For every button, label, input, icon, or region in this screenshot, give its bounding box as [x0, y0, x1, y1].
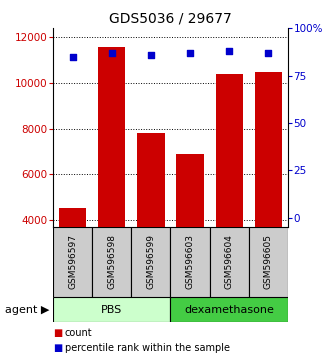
Bar	[210, 227, 249, 297]
Bar	[131, 227, 170, 297]
Text: PBS: PBS	[101, 305, 122, 315]
Point	[70, 54, 75, 59]
Title: GDS5036 / 29677: GDS5036 / 29677	[109, 12, 232, 26]
Bar	[176, 154, 204, 311]
Text: percentile rank within the sample: percentile rank within the sample	[65, 343, 229, 353]
Text: GSM596603: GSM596603	[186, 234, 195, 290]
Bar	[255, 72, 282, 311]
Text: dexamethasone: dexamethasone	[184, 305, 274, 315]
Bar	[170, 297, 288, 322]
Point	[226, 48, 232, 54]
Text: GSM596605: GSM596605	[264, 234, 273, 290]
Text: agent ▶: agent ▶	[5, 305, 50, 315]
Bar	[170, 227, 210, 297]
Bar	[92, 227, 131, 297]
Point	[109, 50, 114, 56]
Text: count: count	[65, 328, 92, 338]
Point	[187, 50, 193, 56]
Text: ■: ■	[53, 343, 62, 353]
Bar	[137, 133, 165, 311]
Text: GSM596604: GSM596604	[225, 234, 234, 290]
Bar	[53, 227, 92, 297]
Bar	[215, 74, 243, 311]
Text: ■: ■	[53, 328, 62, 338]
Bar	[59, 209, 86, 311]
Point	[266, 50, 271, 56]
Text: GSM596599: GSM596599	[146, 234, 155, 290]
Text: GSM596598: GSM596598	[107, 234, 116, 290]
Point	[148, 52, 154, 58]
Bar	[53, 297, 170, 322]
Bar	[98, 46, 125, 311]
Bar	[249, 227, 288, 297]
Text: GSM596597: GSM596597	[68, 234, 77, 290]
